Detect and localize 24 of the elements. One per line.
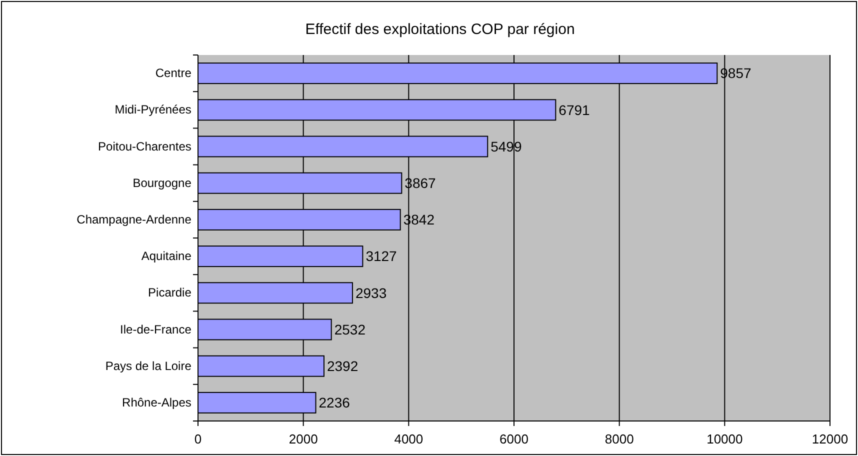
x-tick-label: 12000 <box>812 431 848 446</box>
data-label: 2933 <box>355 284 387 301</box>
x-tick-label: 0 <box>194 431 202 446</box>
y-tick-label: Pays de la Loire <box>105 358 192 373</box>
y-tick-label: Champagne-Ardenne <box>76 212 192 227</box>
y-tick-label: Rhône-Alpes <box>122 396 192 410</box>
x-tick-label: 8000 <box>604 431 634 446</box>
data-label: 6791 <box>558 102 590 118</box>
data-label: 2236 <box>318 394 350 411</box>
y-tick-label: Midi-Pyrénées <box>114 102 192 117</box>
y-tick-label: Bourgogne <box>132 176 192 190</box>
y-tick-label: Aquitaine <box>141 249 192 264</box>
x-tick-label: 4000 <box>394 431 424 446</box>
y-tick-label: Picardie <box>148 286 192 300</box>
x-tick-label: 6000 <box>500 431 528 446</box>
data-label: 2392 <box>326 358 358 374</box>
x-tick-label: 10000 <box>706 431 743 446</box>
y-tick-label: Poitou-Charentes <box>98 139 192 154</box>
y-tick-label: Centre <box>155 66 192 80</box>
chart-title: Effectif des exploitations COP par région <box>305 21 575 38</box>
x-tick-label: 2000 <box>288 431 318 446</box>
data-label: 3127 <box>366 248 398 264</box>
data-label: 2532 <box>334 321 366 338</box>
y-tick-label: Ile-de-France <box>120 322 192 336</box>
